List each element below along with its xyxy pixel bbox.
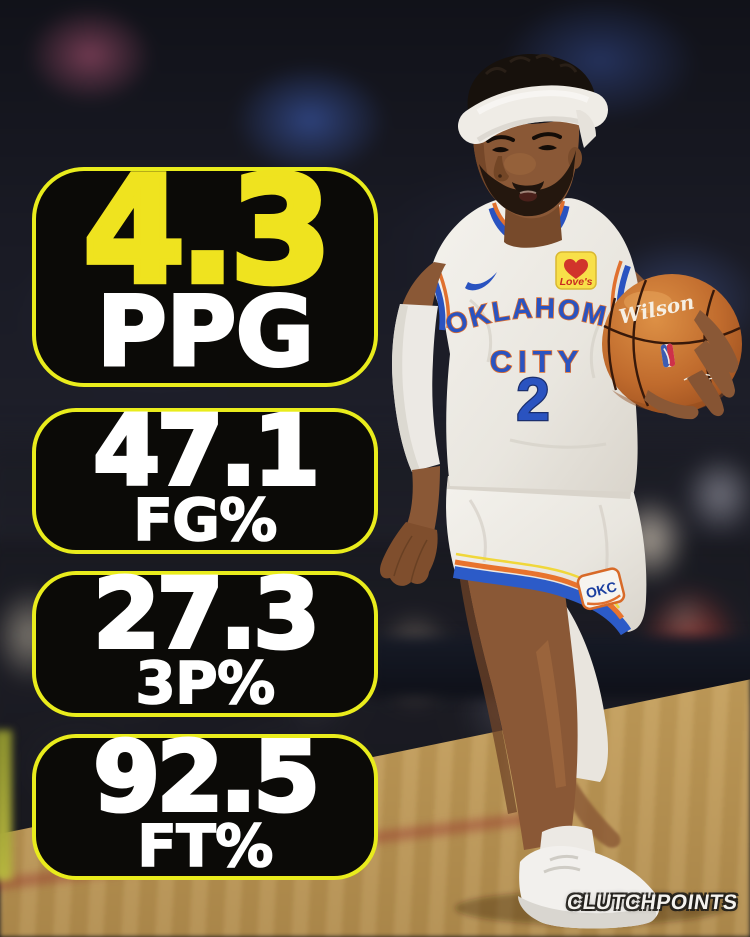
mouth (519, 190, 537, 202)
stat-card-3p: 27.3 3P% (32, 558, 378, 718)
stat-value: 92.5 (91, 721, 322, 834)
player-shoe (518, 825, 660, 929)
right-eye (492, 147, 509, 153)
left-eye (538, 145, 557, 151)
player-jersey: OKLAHOMA CITY 2 Love's (427, 198, 641, 492)
stat-label: PPG (95, 276, 315, 389)
stat-label: 3P% (135, 649, 276, 718)
stat-card-ft: 92.5 FT% (32, 721, 378, 881)
stat-value: 27.3 (91, 558, 322, 671)
jersey-team-name-line2: CITY (490, 344, 585, 379)
player-near-leg (456, 545, 578, 850)
watermark: CLUTCHPOINTS (564, 891, 739, 914)
stat-card-fg: 47.1 FG% (32, 395, 378, 555)
stat-card-ppg: 4.3 PPG (32, 146, 378, 389)
shorts-patch-label: OKC (584, 578, 618, 601)
player-right-arm (380, 262, 446, 586)
shorts-team-patch: OKC (576, 567, 626, 611)
stat-value: 47.1 (91, 395, 322, 508)
nike-swoosh-icon (465, 272, 497, 291)
beard (479, 150, 576, 217)
player-head (458, 53, 608, 248)
heart-icon (564, 259, 588, 279)
player-left-hand (644, 310, 739, 420)
headband (458, 85, 608, 144)
nose (493, 156, 509, 182)
nba-logo-icon (660, 343, 676, 368)
stat-label: FT% (136, 812, 274, 881)
sponsor-patch-label: Love's (560, 276, 593, 288)
sponsor-patch: Love's (555, 251, 597, 290)
stat-label: FG% (132, 486, 278, 555)
courtside-ad-strip (0, 730, 12, 880)
mustache (512, 181, 544, 194)
stat-value: 4.3 (80, 146, 335, 317)
jersey-number: 2 (516, 366, 549, 433)
